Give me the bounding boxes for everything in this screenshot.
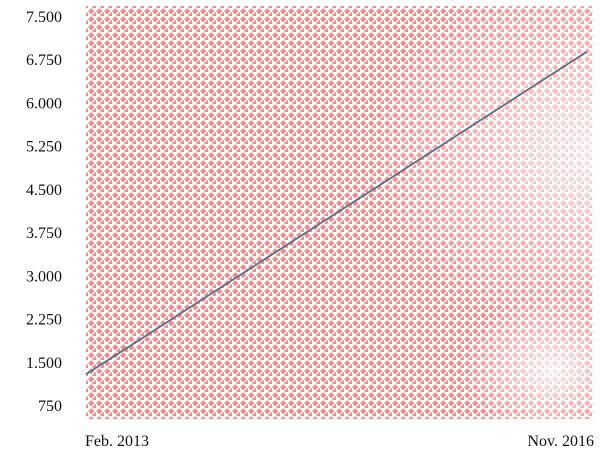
y-tick-label: 3.750: [26, 225, 62, 242]
x-axis-tick-labels: Feb. 2013 Nov. 2016: [85, 433, 594, 450]
y-tick-label: 1.500: [26, 355, 62, 372]
y-tick-label: 2.250: [26, 312, 62, 329]
y-tick-label: 5.250: [26, 139, 62, 156]
y-tick-label: 6.750: [26, 52, 62, 69]
y-tick-label: 750: [38, 398, 62, 415]
series-group: [85, 50, 588, 376]
y-tick-label: 6.000: [26, 95, 62, 112]
series-line: [85, 50, 588, 376]
y-axis-tick-labels: 7.500 6.750 6.000 5.250 4.500 3.750 3.000 2.250…: [26, 9, 62, 415]
x-tick-label: Nov. 2016: [527, 433, 594, 450]
y-tick-label: 4.500: [26, 182, 62, 199]
plot-fade-bottom-right: [86, 6, 593, 419]
x-tick-label: Feb. 2013: [85, 433, 149, 450]
y-tick-label: 3.000: [26, 268, 62, 285]
y-tick-label: 7.500: [26, 9, 62, 26]
